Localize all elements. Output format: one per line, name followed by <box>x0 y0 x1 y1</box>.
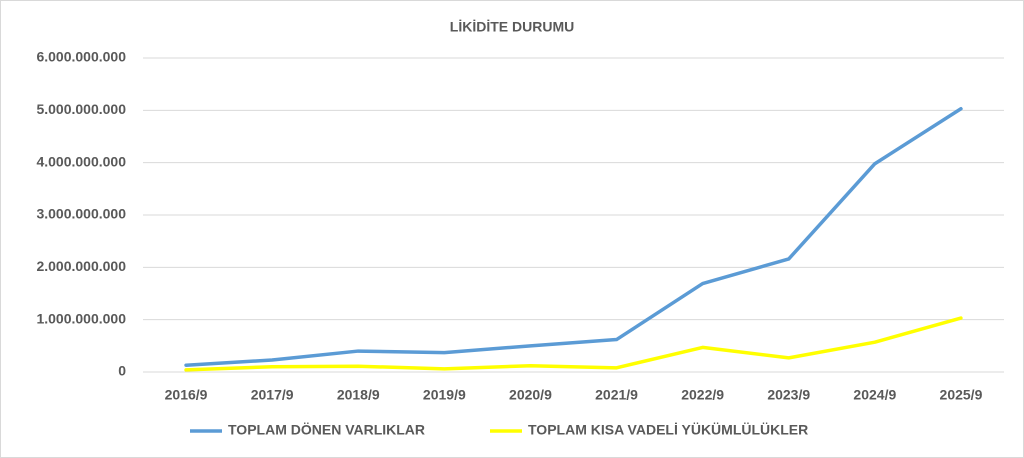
y-tick-label: 2.000.000.000 <box>36 258 126 274</box>
y-tick-label: 0 <box>118 363 126 379</box>
x-tick-label: 2023/9 <box>767 387 810 403</box>
x-tick-label: 2018/9 <box>337 387 380 403</box>
y-tick-label: 4.000.000.000 <box>36 153 126 169</box>
y-tick-label: 1.000.000.000 <box>36 310 126 326</box>
x-tick-label: 2022/9 <box>681 387 724 403</box>
series-line <box>184 107 963 367</box>
x-tick-label: 2021/9 <box>595 387 638 403</box>
y-tick-label: 5.000.000.000 <box>36 101 126 117</box>
y-tick-label: 3.000.000.000 <box>36 206 126 222</box>
x-tick-label: 2025/9 <box>940 387 983 403</box>
series-line <box>184 316 963 372</box>
x-tick-label: 2024/9 <box>853 387 896 403</box>
legend-label: TOPLAM KISA VADELİ YÜKÜMLÜLÜKLER <box>528 422 808 438</box>
x-tick-label: 2016/9 <box>165 387 208 403</box>
x-tick-label: 2017/9 <box>251 387 294 403</box>
legend-label: TOPLAM DÖNEN VARLIKLAR <box>228 422 425 438</box>
y-tick-label: 6.000.000.000 <box>36 49 126 65</box>
x-tick-label: 2019/9 <box>423 387 466 403</box>
x-tick-label: 2020/9 <box>509 387 552 403</box>
chart-title: LİKİDİTE DURUMU <box>450 19 574 35</box>
